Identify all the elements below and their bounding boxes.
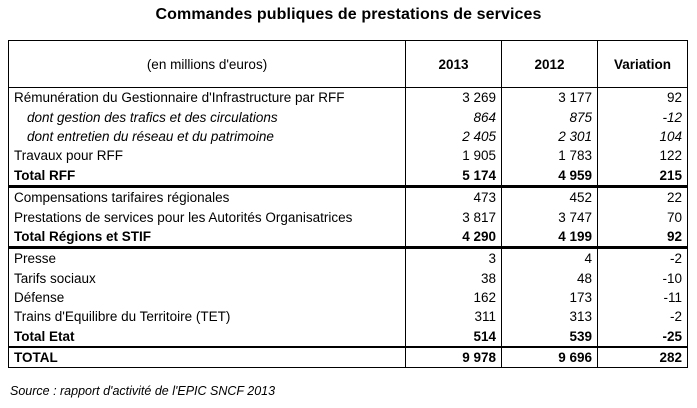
unit-header: (en millions d'euros) xyxy=(8,40,406,88)
table-row: dont entretien du réseau et du patrimoin… xyxy=(8,126,688,147)
variation-value: 104 xyxy=(597,126,688,147)
value-2013: 3 xyxy=(405,247,502,269)
value-2013: 9 978 xyxy=(405,346,502,369)
row-label: Total Régions et STIF xyxy=(8,226,406,250)
value-2012: 452 xyxy=(501,186,598,208)
value-2013: 38 xyxy=(405,268,502,288)
row-label: Trains d'Equilibre du Territoire (TET) xyxy=(8,307,406,327)
variation-value: 282 xyxy=(597,346,688,369)
value-2012: 875 xyxy=(501,107,598,127)
value-2013: 1 905 xyxy=(405,146,502,166)
value-2013: 473 xyxy=(405,186,502,208)
table-title: Commandes publiques de prestations de se… xyxy=(155,6,542,23)
table-row: Travaux pour RFF 1 905 1 783 122 xyxy=(8,146,688,166)
row-label: Travaux pour RFF xyxy=(8,146,406,166)
variation-value: 122 xyxy=(597,146,688,166)
variation-value: 92 xyxy=(597,87,688,108)
value-2012: 2 301 xyxy=(501,126,598,147)
row-label: Total RFF xyxy=(8,165,406,188)
value-2012: 3 747 xyxy=(501,207,598,227)
value-2013: 2 405 xyxy=(405,126,502,147)
row-label: Tarifs sociaux xyxy=(8,268,406,288)
variation-value: -11 xyxy=(597,287,688,308)
table-row: Rémunération du Gestionnaire d'Infrastru… xyxy=(8,87,688,108)
services-table: (en millions d'euros) 2013 2012 Variatio… xyxy=(8,40,688,369)
value-2012: 1 783 xyxy=(501,146,598,166)
table-row: Compensations tarifaires régionales 473 … xyxy=(8,186,688,208)
variation-value: -12 xyxy=(597,107,688,127)
total-row-rff: Total RFF 5 174 4 959 215 xyxy=(8,165,688,188)
row-label: Rémunération du Gestionnaire d'Infrastru… xyxy=(8,87,406,108)
table-row: dont gestion des trafics et des circulat… xyxy=(8,107,688,127)
value-2013: 311 xyxy=(405,307,502,327)
row-label: Compensations tarifaires régionales xyxy=(8,186,406,208)
row-label: Total Etat xyxy=(8,326,406,348)
header-row: (en millions d'euros) 2013 2012 Variatio… xyxy=(8,40,688,88)
value-2012: 3 177 xyxy=(501,87,598,108)
variation-value: 22 xyxy=(597,186,688,208)
value-2013: 4 290 xyxy=(405,226,502,250)
source-note: Source : rapport d'activité de l'EPIC SN… xyxy=(10,384,276,398)
variation-value: -2 xyxy=(597,307,688,327)
value-2013: 864 xyxy=(405,107,502,127)
value-2013: 162 xyxy=(405,287,502,308)
value-2013: 514 xyxy=(405,326,502,348)
total-row-regions: Total Régions et STIF 4 290 4 199 92 xyxy=(8,226,688,250)
value-2012: 4 199 xyxy=(501,226,598,250)
row-label: Prestations de services pour les Autorit… xyxy=(8,207,406,227)
grand-total-row: TOTAL 9 978 9 696 282 xyxy=(8,346,688,369)
value-2012: 9 696 xyxy=(501,346,598,369)
row-label: Presse xyxy=(8,247,406,269)
row-label: dont gestion des trafics et des circulat… xyxy=(8,107,406,127)
year-2012-header: 2012 xyxy=(501,40,598,88)
value-2012: 4 959 xyxy=(501,165,598,188)
value-2012: 539 xyxy=(501,326,598,348)
variation-value: -10 xyxy=(597,268,688,288)
variation-value: -2 xyxy=(597,247,688,269)
row-label: dont entretien du réseau et du patrimoin… xyxy=(8,126,406,147)
variation-value: -25 xyxy=(597,326,688,348)
table-row: Tarifs sociaux 38 48 -10 xyxy=(8,268,688,288)
value-2012: 313 xyxy=(501,307,598,327)
value-2013: 3 817 xyxy=(405,207,502,227)
table-row: Trains d'Equilibre du Territoire (TET) 3… xyxy=(8,307,688,327)
value-2012: 173 xyxy=(501,287,598,308)
variation-value: 70 xyxy=(597,207,688,227)
table-row: Défense 162 173 -11 xyxy=(8,287,688,308)
table-row: Presse 3 4 -2 xyxy=(8,247,688,269)
year-2013-header: 2013 xyxy=(405,40,502,88)
value-2012: 48 xyxy=(501,268,598,288)
value-2012: 4 xyxy=(501,247,598,269)
table-row: Prestations de services pour les Autorit… xyxy=(8,207,688,227)
variation-value: 92 xyxy=(597,226,688,250)
value-2013: 5 174 xyxy=(405,165,502,188)
row-label: TOTAL xyxy=(8,346,406,369)
variation-value: 215 xyxy=(597,165,688,188)
total-row-etat: Total Etat 514 539 -25 xyxy=(8,326,688,348)
variation-header: Variation xyxy=(597,40,688,88)
value-2013: 3 269 xyxy=(405,87,502,108)
row-label: Défense xyxy=(8,287,406,308)
